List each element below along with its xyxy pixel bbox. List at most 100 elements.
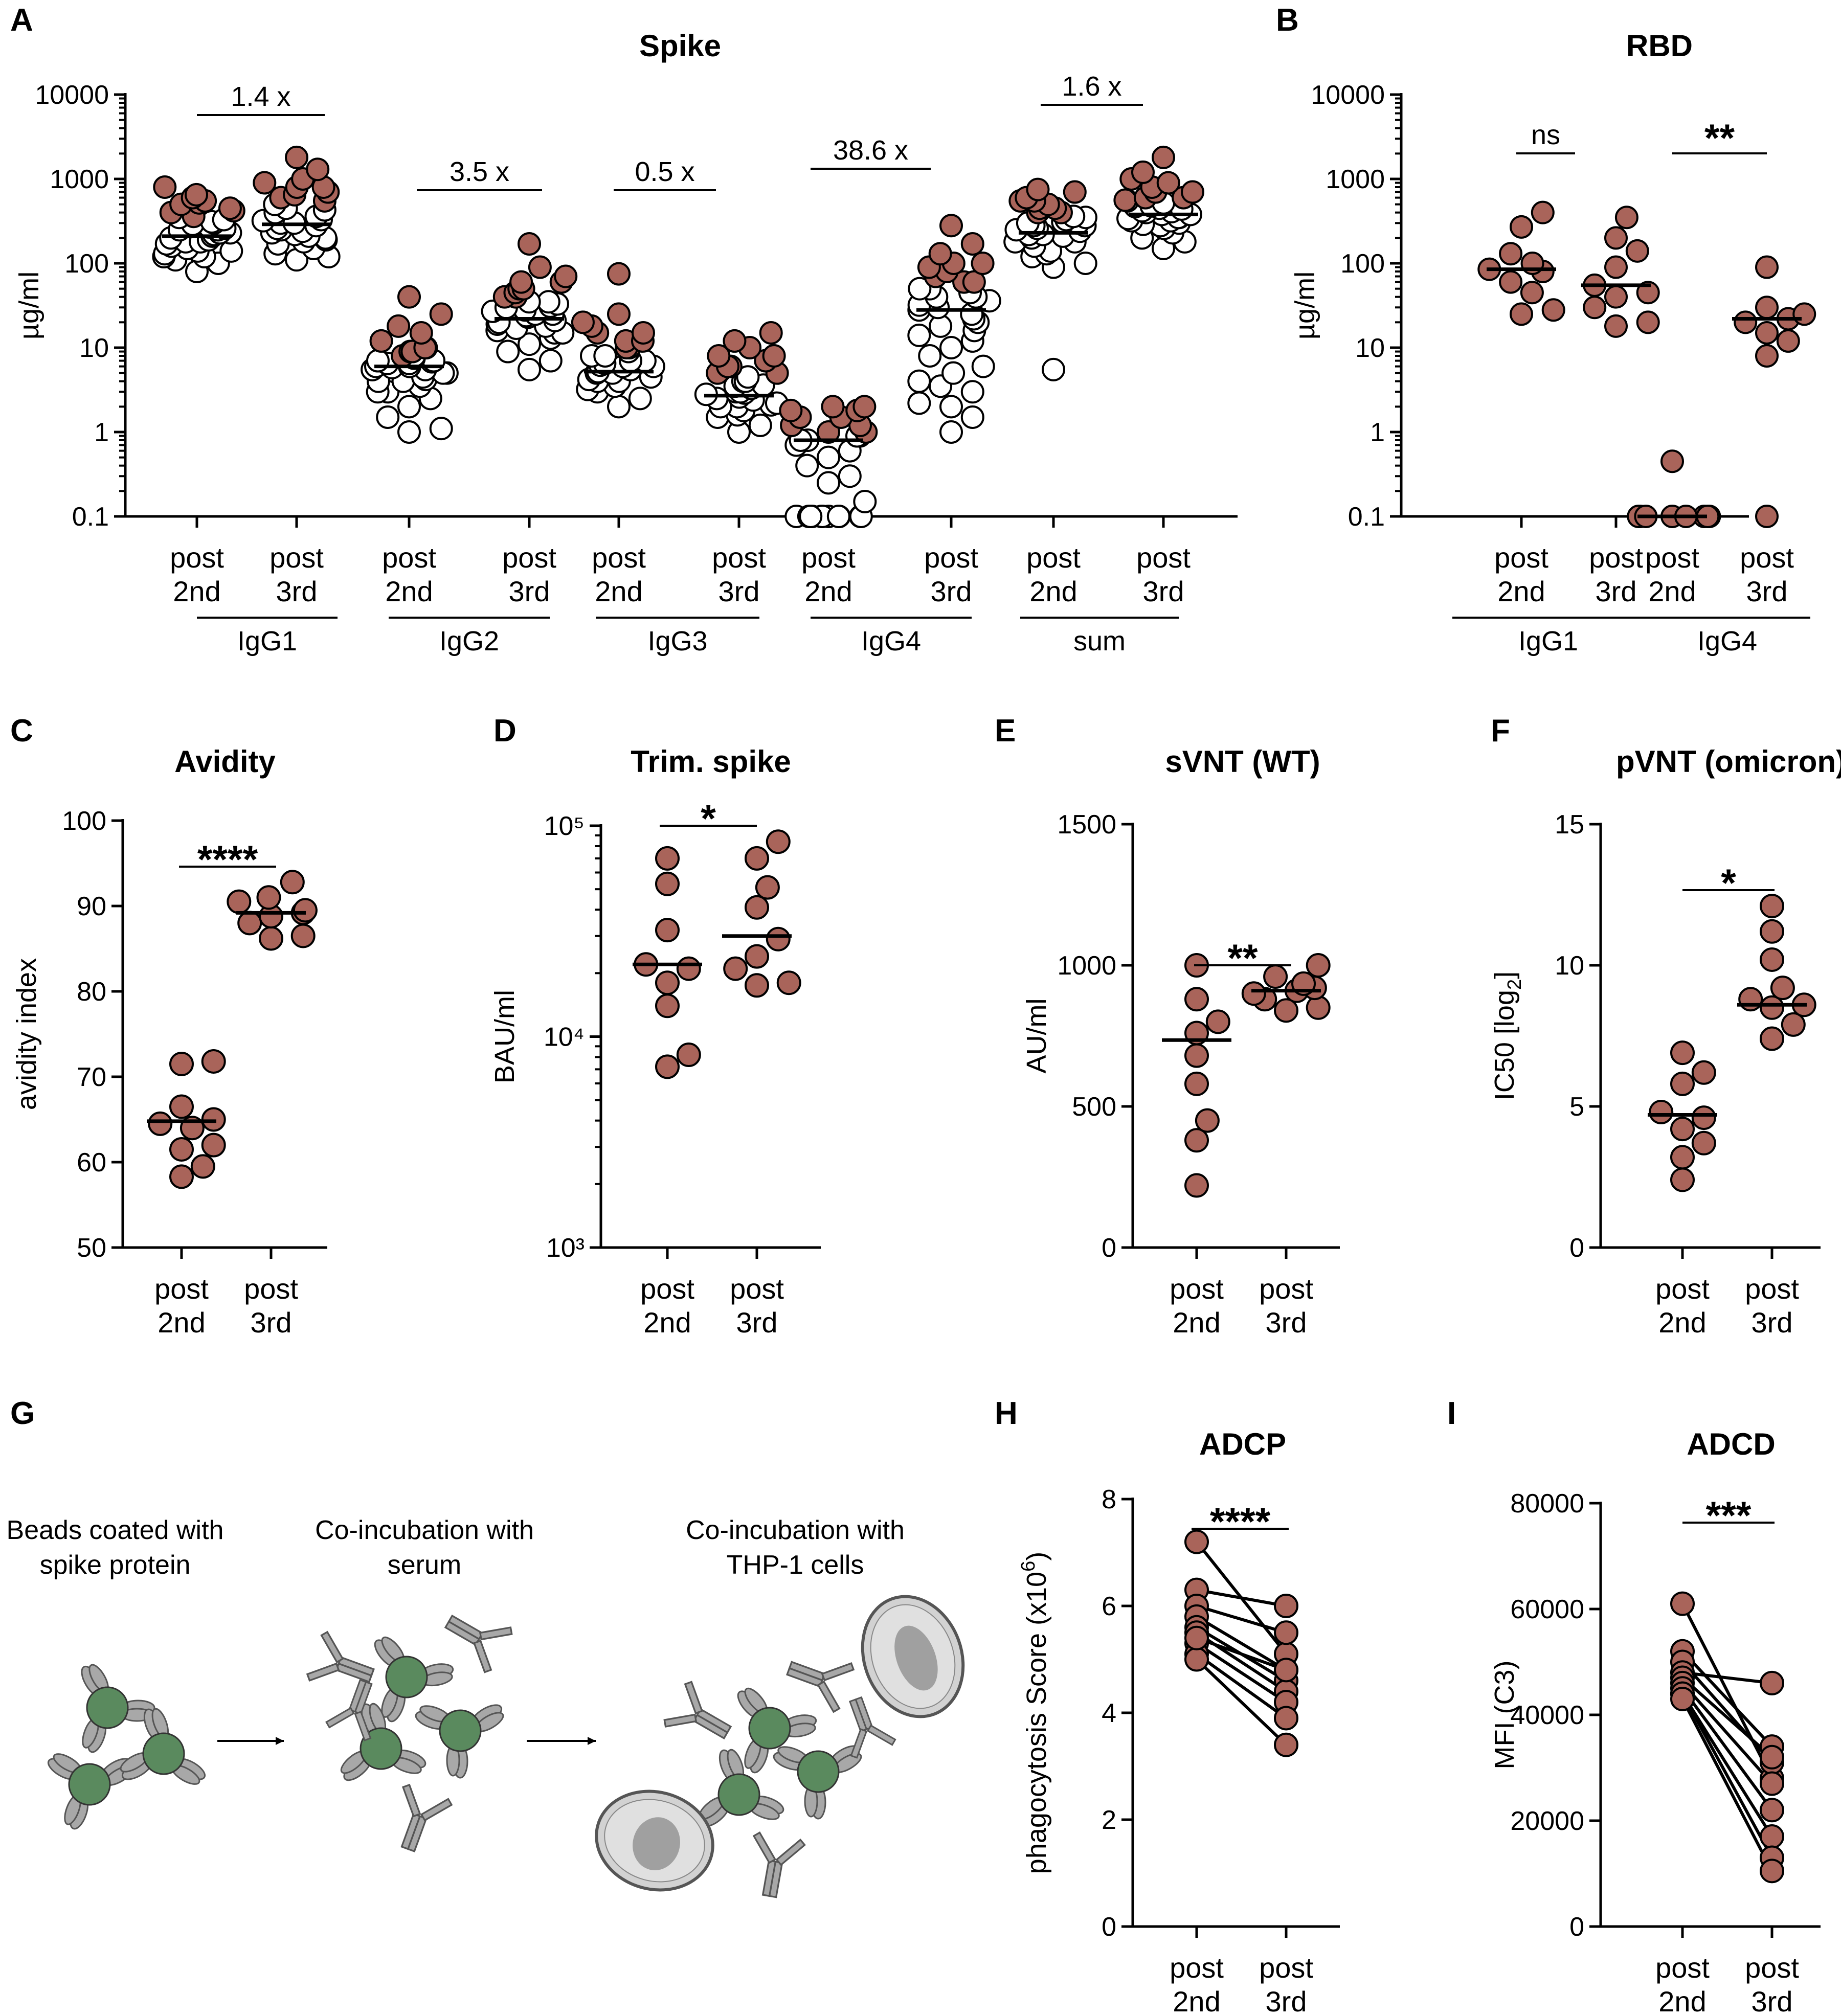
data-point-open (431, 418, 452, 439)
data-point-filled (1605, 315, 1627, 337)
y-axis-label: phagocytosis Score (x106) (1018, 1552, 1052, 1874)
panel-title: Spike (639, 29, 721, 63)
data-point (1693, 1132, 1715, 1154)
data-point-filled (254, 172, 275, 194)
x-tick-label-line1: post (502, 541, 556, 574)
comparison-label: 38.6 x (833, 135, 908, 166)
antibody-arm (818, 1682, 840, 1712)
data-point-filled (219, 197, 241, 219)
x-tick-label-line2: 3rd (719, 575, 760, 607)
bead-core (749, 1708, 790, 1749)
antibody-arm (322, 1632, 343, 1662)
data-point-filled (1756, 345, 1778, 367)
y-tick-label: 10⁵ (544, 811, 585, 841)
group-igg1: post2ndpost3rdIgG1ns (1452, 120, 1659, 656)
data-point (1185, 1648, 1208, 1671)
bead-core (386, 1657, 427, 1697)
group-igg4: post2ndpost3rdIgG438.6 x (780, 135, 1000, 656)
data-point-filled (1543, 299, 1564, 321)
x-tick-label-line1: post (1655, 1952, 1710, 1984)
y-axis-label-main: MFI (C3) (1489, 1661, 1520, 1770)
data-point-open (540, 350, 562, 372)
significance-label: *** (1706, 1494, 1752, 1537)
y-axis-label: AU/ml (1021, 999, 1052, 1074)
data-point-filled (411, 322, 432, 344)
step1-line2: spike protein (40, 1550, 191, 1580)
data-point (170, 1095, 193, 1118)
y-tick-label: 0 (1569, 1233, 1584, 1263)
bead (414, 1701, 508, 1778)
group-sum: post2ndpost3rdsum1.6 x (1004, 71, 1203, 656)
x-tick-label-line2: 3rd (1266, 1985, 1307, 2016)
data-point (1761, 895, 1783, 917)
data-point-open (398, 421, 420, 443)
data-point-filled (1584, 297, 1605, 318)
x-tick-label-line1: post (640, 1273, 694, 1305)
data-point (1207, 1010, 1229, 1033)
step3-line2: THP-1 cells (727, 1550, 864, 1580)
thp1-cell (585, 1778, 724, 1902)
x-tick-label-line2: 3rd (1752, 1306, 1793, 1339)
y-axis: 0.1110100100010000µg/ml (14, 80, 125, 532)
data-point-open (908, 393, 930, 414)
antibody-arm (777, 1840, 805, 1865)
data-point-filled (1132, 162, 1154, 183)
antibody-arm (474, 1641, 491, 1672)
data-point (1243, 982, 1265, 1005)
data-point-filled (1616, 207, 1637, 228)
data-point-open (497, 341, 519, 363)
y-tick-label: 1 (94, 418, 109, 447)
data-point (1761, 1799, 1783, 1821)
data-point (257, 886, 280, 909)
significance-label: * (1721, 862, 1736, 905)
x-tick-label-line2: 3rd (509, 575, 550, 607)
flow-arrowhead (588, 1737, 596, 1745)
data-point-open (940, 421, 962, 443)
antibody-arm (326, 1708, 354, 1728)
data-point-filled (388, 315, 409, 337)
step3-line1: Co-incubation with (686, 1515, 905, 1545)
flow-arrowhead (276, 1737, 284, 1745)
data-point (778, 971, 800, 994)
y-axis-label: MFI (C3) (1489, 1661, 1520, 1770)
y-tick-label: 15 (1555, 810, 1584, 840)
data-point (1307, 996, 1330, 1019)
comparison-label: ** (1704, 117, 1735, 160)
data-point (260, 927, 282, 949)
antibody-shape (780, 1644, 855, 1713)
data-point (656, 994, 679, 1017)
x-tick-label-line1: post (1136, 541, 1191, 574)
data-point (1671, 1688, 1694, 1710)
y-tick-label: 80000 (1510, 1489, 1584, 1519)
antibody-arm (851, 1729, 866, 1758)
data-point-filled (154, 176, 175, 198)
data-point (746, 847, 768, 870)
data-point (1761, 1672, 1783, 1694)
antibody-shape (662, 1680, 740, 1755)
antibody-arm (480, 1627, 512, 1640)
y-tick-label: 50 (77, 1233, 106, 1263)
data-point-filled (398, 286, 420, 308)
panel-a: Spike0.1110100100010000µg/mlpost2ndpost3… (14, 29, 1238, 656)
panel-letter-c: C (10, 713, 33, 749)
y-tick-label: 70 (77, 1062, 106, 1092)
panel-letter-a: A (10, 3, 33, 38)
y-axis-label-main: µg/ml (14, 271, 44, 339)
antibody-arm (403, 1785, 420, 1816)
data-point-filled (572, 311, 594, 333)
x-tick-label-line1: post (924, 541, 978, 574)
data-point-filled (940, 215, 962, 236)
data-point-filled (780, 400, 801, 421)
data-point-filled (972, 253, 994, 274)
bead (45, 1749, 137, 1831)
data-point-filled (1756, 297, 1778, 318)
y-tick-label: 10 (1555, 951, 1584, 981)
x-tick-label-line2: 2nd (173, 575, 220, 607)
x-tick-label-line1: post (270, 541, 324, 574)
data-point (203, 1134, 225, 1157)
data-point (1761, 1746, 1783, 1769)
bead-core (440, 1710, 481, 1751)
data-point (1761, 1028, 1783, 1050)
antibody-shape (436, 1599, 514, 1674)
data-point-filled (1756, 506, 1778, 527)
